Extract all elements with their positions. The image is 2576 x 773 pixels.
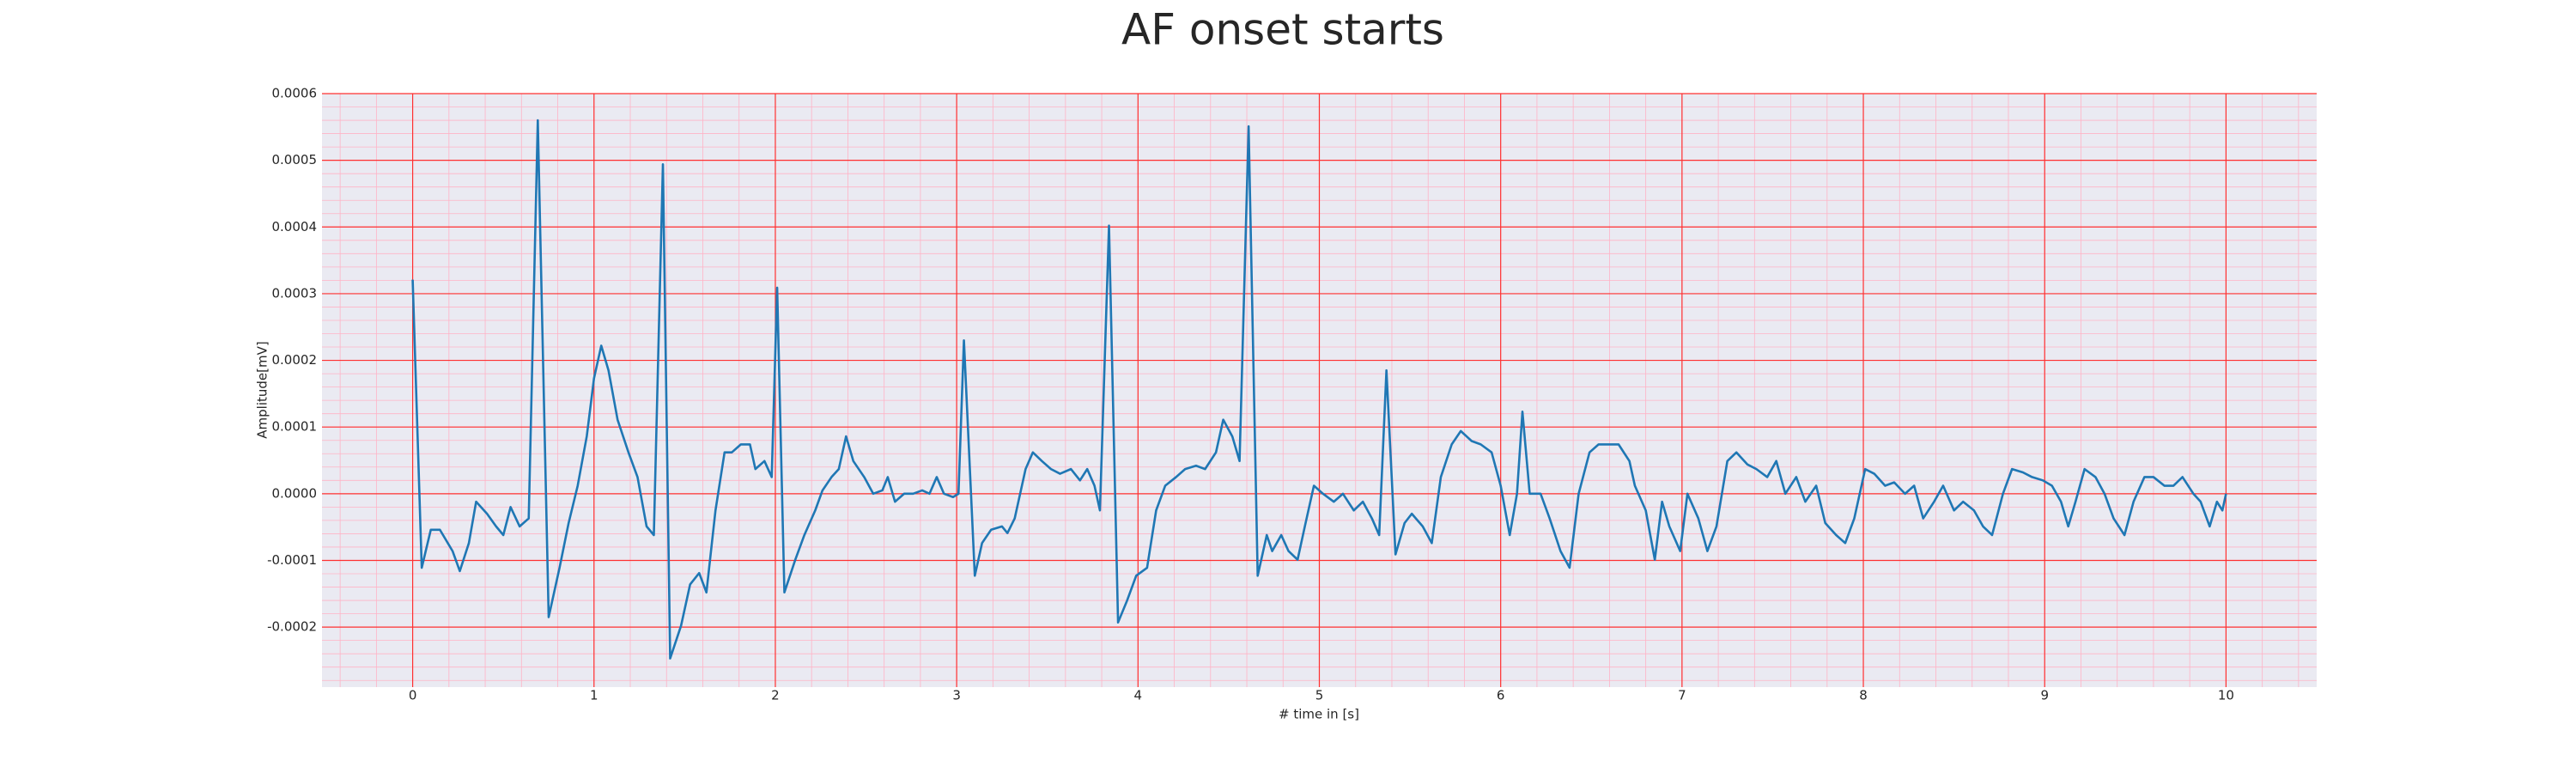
x-tick-label: 9	[2040, 688, 2049, 703]
y-tick-label: 0.0004	[272, 219, 318, 234]
x-tick-label: 10	[2218, 688, 2234, 703]
x-tick-label: 6	[1497, 688, 1505, 703]
x-tick-label: 7	[1678, 688, 1686, 703]
y-tick-label: 0.0000	[272, 485, 318, 501]
y-tick-label: 0.0002	[272, 352, 318, 368]
x-tick-label: 4	[1134, 688, 1143, 703]
y-tick-label: 0.0005	[272, 152, 318, 167]
y-tick-label: 0.0006	[272, 86, 318, 101]
x-tick-label: 1	[590, 688, 598, 703]
x-tick-label: 8	[1859, 688, 1868, 703]
signal-line	[411, 119, 2227, 660]
y-tick-label: -0.0002	[267, 619, 317, 635]
x-axis-label: # time in [s]	[1279, 707, 1359, 722]
x-tick-label: 2	[771, 688, 780, 703]
y-tick-label: 0.0001	[272, 419, 318, 435]
x-tick-label: 5	[1315, 688, 1324, 703]
x-tick-label: 3	[952, 688, 961, 703]
y-axis-label: Amplitude[mV]	[255, 341, 270, 438]
y-tick-label: 0.0003	[272, 285, 318, 301]
chart-title: AF onset starts	[1121, 5, 1444, 55]
x-tick-label: 0	[409, 688, 417, 703]
y-tick-label: -0.0001	[267, 552, 317, 568]
